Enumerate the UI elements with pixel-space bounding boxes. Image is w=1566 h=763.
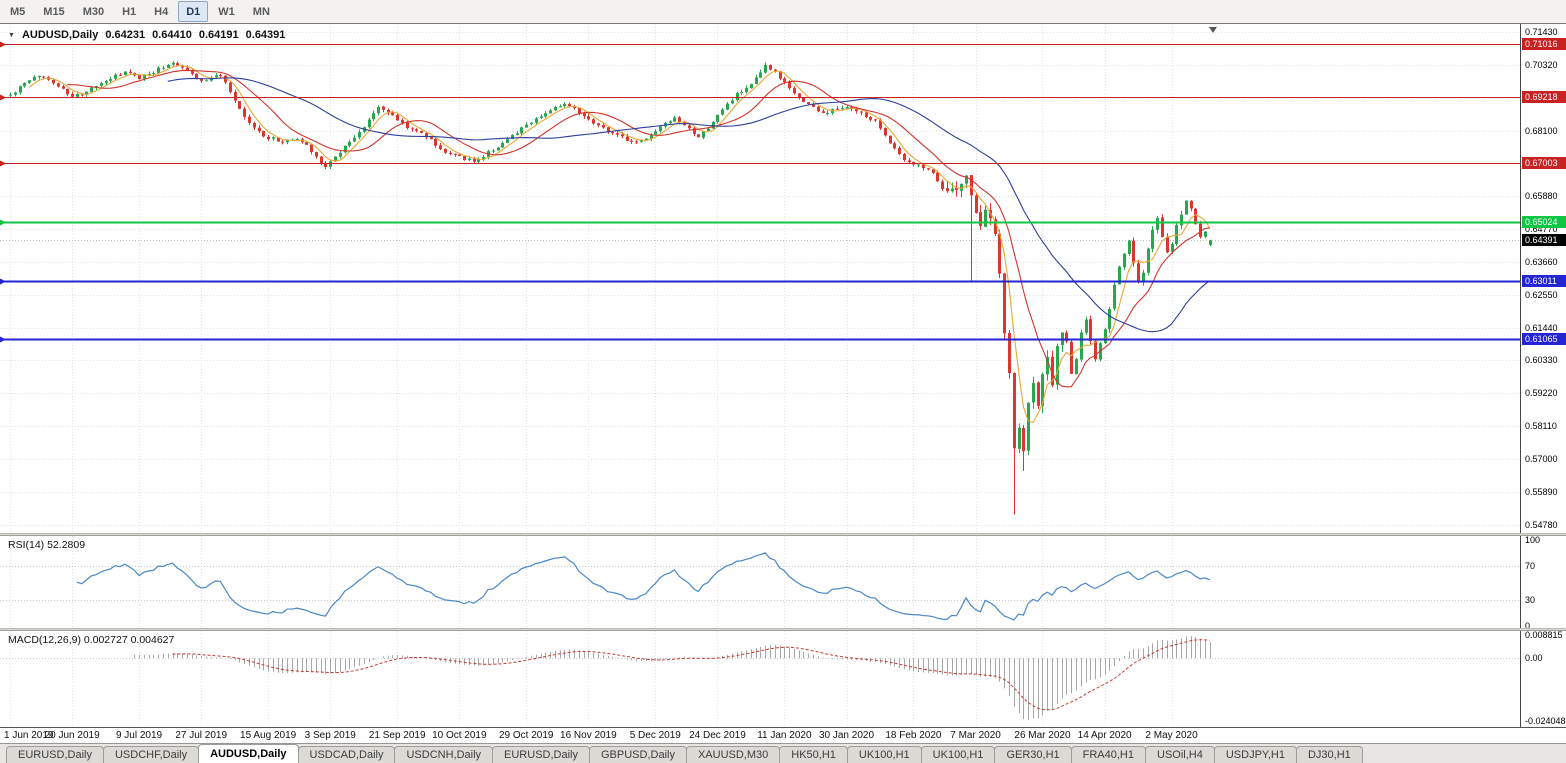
date-axis-label: 1 Jun 2019 [4, 730, 54, 741]
hline-price-badge[interactable]: 0.69218 [1522, 91, 1566, 104]
timeframe-button-mn[interactable]: MN [252, 5, 270, 18]
date-axis-label: 29 Oct 2019 [498, 730, 554, 741]
chart-tab-gbpusd-daily[interactable]: GBPUSD,Daily [589, 746, 687, 763]
ohlc-high: 0.64410 [152, 29, 192, 41]
date-axis-label: 9 Jul 2019 [115, 730, 163, 741]
price-axis-tick: 0.61440 [1525, 322, 1558, 333]
date-axis-label: 11 Jan 2020 [757, 730, 812, 741]
price-axis-tick: 0.59220 [1525, 388, 1558, 399]
date-axis-label: 2 May 2020 [1145, 730, 1198, 741]
chart-tab-usoil-h4[interactable]: USOil,H4 [1145, 746, 1215, 763]
date-axis-label: 7 Mar 2020 [950, 730, 1001, 741]
timeframe-toolbar: M5 M15 M30 H1 H4 D1 W1 MN [0, 0, 1566, 24]
price-axis-tick: 0.55890 [1525, 486, 1558, 497]
date-axis-label: 21 Sep 2019 [368, 730, 426, 741]
date-axis-label: 24 Dec 2019 [689, 730, 746, 741]
hline-price-badge[interactable]: 0.65024 [1522, 215, 1566, 228]
hline-price-badge[interactable]: 0.63011 [1522, 275, 1566, 288]
chart-tab-audusd-daily[interactable]: AUDUSD,Daily [198, 744, 299, 763]
macd-canvas[interactable] [0, 631, 1520, 727]
price-axis-tick: 0.62550 [1525, 289, 1558, 300]
macd-axis-tick: 0.008815 [1525, 630, 1563, 641]
price-axis-tick: 0.71430 [1525, 26, 1558, 37]
timeframe-button-m5[interactable]: M5 [10, 5, 26, 18]
pane-splitter-rsi[interactable] [0, 533, 1566, 536]
chart-symbol-label: AUDUSD,Daily [21, 29, 99, 41]
price-axis-tick: 0.65880 [1525, 191, 1558, 202]
chevron-down-icon[interactable]: ▼ [8, 32, 15, 39]
timeframe-button-h1[interactable]: H1 [122, 5, 137, 18]
hline-price-badge[interactable]: 0.67003 [1522, 156, 1566, 169]
price-axis-tick: 0.57000 [1525, 454, 1558, 465]
chart-tab-hk50-h1[interactable]: HK50,H1 [779, 746, 848, 763]
price-axis-tick: 0.64770 [1525, 224, 1558, 235]
ohlc-open: 0.64231 [105, 29, 146, 41]
date-axis-label: 5 Dec 2019 [629, 730, 681, 741]
ohlc-close: 0.64391 [245, 29, 286, 41]
date-axis-label: 30 Jan 2020 [818, 730, 875, 741]
chart-tab-uk100-h1[interactable]: UK100,H1 [846, 746, 922, 763]
pane-splitter-macd[interactable] [0, 628, 1566, 631]
rsi-axis-tick: 0 [1525, 621, 1531, 631]
hline-price-badge[interactable]: 0.71016 [1522, 38, 1566, 51]
price-axis-tick: 0.54780 [1525, 519, 1558, 530]
price-axis-tick: 0.58110 [1525, 421, 1557, 432]
date-axis-label: 10 Oct 2019 [432, 730, 487, 741]
rsi-axis-tick: 70 [1525, 560, 1536, 571]
chart-tab-ger30-h1[interactable]: GER30,H1 [994, 746, 1072, 763]
rsi-axis-tick: 30 [1525, 595, 1536, 606]
timeframe-button-h4[interactable]: H4 [154, 5, 169, 18]
macd-label: MACD(12,26,9) 0.002727 0.004627 [8, 634, 175, 646]
chart-tab-usdcnh-daily[interactable]: USDCNH,Daily [394, 746, 494, 763]
hline-price-badge[interactable]: 0.61065 [1522, 332, 1566, 345]
price-axis[interactable]: 0.714300.703200.692100.681000.669900.658… [1520, 24, 1566, 727]
date-axis-label: 27 Jul 2019 [175, 730, 228, 741]
price-axis-tick: 0.60330 [1525, 355, 1558, 366]
rsi-label: RSI(14) 52.2809 [8, 539, 86, 551]
chart-tab-usdchf-daily[interactable]: USDCHF,Daily [102, 746, 200, 763]
ohlc-low: 0.64191 [198, 29, 239, 41]
chart-tab-fra40-h1[interactable]: FRA40,H1 [1070, 746, 1146, 763]
chart-tab-dj30-h1[interactable]: DJ30,H1 [1295, 746, 1363, 763]
date-axis-label: 14 Apr 2020 [1077, 730, 1132, 741]
date-axis-label: 16 Nov 2019 [560, 730, 617, 741]
chart-tab-eurusd-daily[interactable]: EURUSD,Daily [6, 746, 104, 763]
timeframe-button-m30[interactable]: M30 [82, 5, 105, 18]
current-price-badge: 0.64391 [1522, 234, 1566, 247]
rsi-axis-tick: 100 [1525, 535, 1541, 545]
timeframe-button-d1[interactable]: D1 [178, 1, 209, 22]
price-axis-tick: 0.70320 [1525, 59, 1558, 70]
chart-tab-uk100-h1[interactable]: UK100,H1 [920, 746, 996, 763]
price-axis-tick: 0.63660 [1525, 256, 1558, 267]
chart-tabs-bar: EURUSD,Daily USDCHF,Daily AUDUSD,Daily USDC… [0, 743, 1566, 763]
chart-tab-eurusd-daily[interactable]: EURUSD,Daily [492, 746, 590, 763]
date-axis-label: 15 Aug 2019 [240, 730, 297, 741]
date-axis-label: 3 Sep 2019 [304, 730, 356, 741]
date-axis[interactable]: 1 Jun 2019 20 Jun 2019 9 Jul 2019 27 Jul 20… [0, 727, 1566, 743]
rsi-canvas[interactable] [0, 536, 1520, 628]
chart-tab-xauusd-m30[interactable]: XAUUSD,M30 [685, 746, 781, 763]
price-chart-canvas[interactable] [0, 24, 1520, 533]
chart-tab-usdjpy-h1[interactable]: USDJPY,H1 [1213, 746, 1297, 763]
price-axis-tick: 0.68100 [1525, 125, 1558, 136]
timeframe-button-m15[interactable]: M15 [43, 5, 65, 18]
chart-title: ▼ AUDUSD,Daily 0.64231 0.64410 0.64191 0… [8, 29, 285, 41]
date-axis-label: 18 Feb 2020 [885, 730, 942, 741]
timeframe-button-w1[interactable]: W1 [218, 5, 235, 18]
macd-axis-tick: 0.00 [1525, 653, 1543, 664]
date-axis-label: 20 Jun 2019 [44, 730, 100, 741]
macd-axis-tick: -0.0240482 [1525, 715, 1566, 726]
date-axis-label: 26 Mar 2020 [1014, 730, 1071, 741]
chart-tab-usdcad-daily[interactable]: USDCAD,Daily [297, 746, 396, 763]
